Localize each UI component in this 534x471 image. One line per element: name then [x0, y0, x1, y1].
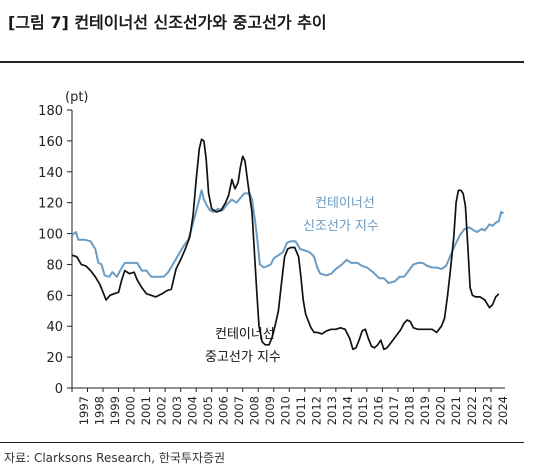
x-tick-label: 2008: [247, 396, 261, 425]
series-line-0: [71, 189, 504, 284]
top-rule: [0, 61, 524, 63]
y-tick-label: 180: [38, 104, 63, 119]
annotation-secondhand-line2: 중고선가 지수: [205, 350, 281, 365]
x-tick-label: 2007: [232, 396, 246, 425]
x-tick-label: 2010: [279, 396, 293, 425]
x-axis: 1997 1998 1999 2000 2001 2002 2003 2004 2005 2006…: [71, 387, 510, 425]
y-axis: 0 20 40 60 80 100 120 140 160 180: [38, 104, 73, 397]
x-tick-label: 2022: [465, 396, 479, 425]
x-tick-label: 2001: [139, 396, 153, 425]
x-tick-label: 2003: [170, 396, 184, 425]
y-tick-label: 120: [38, 197, 63, 212]
x-tick-label: 2004: [185, 396, 199, 425]
series-layer: [71, 138, 504, 351]
y-tick-label: 0: [55, 382, 63, 397]
x-tick-label: 2024: [496, 396, 510, 425]
x-tick-label: 2015: [356, 396, 370, 425]
x-tick-label: 2017: [387, 396, 401, 425]
y-tick-label: 40: [46, 320, 63, 335]
y-tick-label: 100: [38, 228, 63, 243]
x-tick-label: 2018: [403, 396, 417, 425]
x-tick-label: 2016: [372, 396, 386, 425]
x-tick-label: 1997: [77, 396, 91, 425]
x-tick-label: 1998: [92, 396, 106, 425]
y-tick-label: 80: [46, 258, 63, 273]
source-note: 자료: Clarksons Research, 한국투자증권: [4, 451, 226, 465]
x-tick-label: 2012: [310, 396, 324, 425]
series-line-1: [71, 138, 500, 351]
x-tick-label: 2023: [480, 396, 494, 425]
x-tick-label: 2000: [123, 396, 137, 425]
y-tick-label: 60: [46, 289, 63, 304]
y-tick-label: 20: [46, 351, 63, 366]
x-tick-label: 2020: [434, 396, 448, 425]
y-tick-label: 160: [38, 135, 63, 150]
x-tick-label: 2009: [263, 396, 277, 425]
line-chart: (pt) 0 20 40 60 80 100 120 140 160 180 1997 1998 19…: [38, 90, 510, 425]
x-tick-label: 2019: [418, 396, 432, 425]
x-tick-label: 2002: [154, 396, 168, 425]
x-tick-label: 2013: [325, 396, 339, 425]
annotation-newbuild-line1: 컨테이너선: [315, 196, 375, 211]
x-tick-label: 2014: [341, 396, 355, 425]
bottom-rule: [0, 442, 524, 443]
x-tick-label: 2005: [201, 396, 215, 425]
annotation-newbuild-line2: 신조선가 지수: [303, 219, 379, 234]
annotation-secondhand-line1: 컨테이너선: [215, 327, 275, 342]
x-tick-label: 1999: [108, 396, 122, 425]
y-axis-unit-label: (pt): [65, 90, 89, 105]
y-tick-label: 140: [38, 166, 63, 181]
x-tick-label: 2011: [294, 396, 308, 425]
x-tick-label: 2021: [449, 396, 463, 425]
x-tick-label: 2006: [216, 396, 230, 425]
figure-title: [그림 7] 컨테이너선 신조선가와 중고선가 추이: [8, 13, 327, 32]
